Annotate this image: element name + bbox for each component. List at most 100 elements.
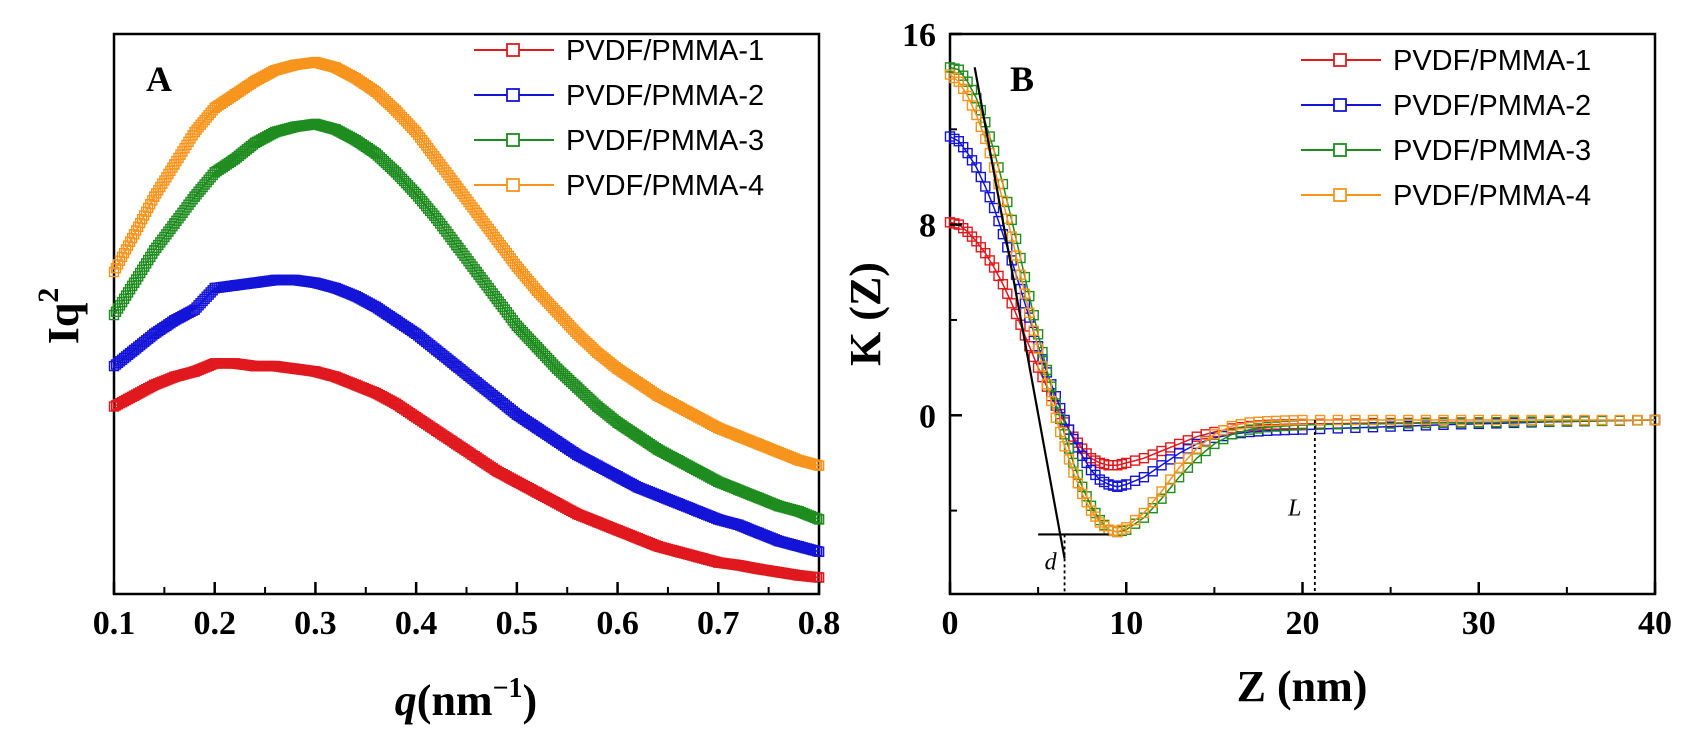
x-tick-label: 0.6	[596, 605, 639, 642]
data-point	[1010, 250, 1022, 261]
x-tick-label: 20	[1286, 605, 1320, 642]
data-point	[988, 202, 1000, 214]
data-point	[1561, 414, 1573, 426]
data-point	[1165, 474, 1176, 485]
data-point	[1297, 414, 1308, 426]
data-point	[1420, 414, 1432, 426]
data-point	[1455, 414, 1467, 426]
panel-a-y-axis-title: Iq2	[32, 288, 88, 345]
data-point	[1385, 414, 1396, 426]
x-tick-label: 0.8	[798, 605, 841, 642]
data-point	[1508, 414, 1520, 426]
data-point	[1028, 325, 1039, 336]
legend-item: PVDF/PMMA-3	[1301, 135, 1591, 167]
x-tick-label: 0.7	[697, 605, 740, 642]
data-point	[1473, 414, 1485, 426]
data-point	[813, 546, 825, 557]
series-1	[944, 217, 1661, 471]
panel-a-y-axis-main: Iq	[39, 302, 88, 344]
legend-label: PVDF/PMMA-3	[1393, 135, 1591, 167]
data-point	[1015, 269, 1026, 280]
data-point	[984, 191, 995, 203]
data-point	[1121, 522, 1132, 533]
data-point	[1006, 231, 1017, 242]
legend-marker	[1333, 143, 1347, 157]
series-line	[113, 362, 820, 579]
data-point	[1200, 436, 1211, 447]
data-point	[1350, 414, 1361, 426]
data-point	[1041, 379, 1053, 390]
panel-a-x-axis-close: )	[523, 676, 538, 725]
legend-label: PVDF/PMMA-1	[1393, 45, 1591, 77]
data-point	[1182, 453, 1194, 464]
panel-b-x-axis-title: Z (nm)	[1237, 662, 1368, 711]
series-2	[108, 274, 825, 557]
data-point	[1191, 443, 1203, 454]
panel-a-x-axis-q: q	[395, 676, 417, 725]
panel-a-x-ticks: 0.1 0.2 0.3 0.4 0.5 0.6 0.7 0.8	[93, 582, 841, 642]
annotation-label-L: L	[1287, 495, 1301, 521]
panel-b-legend: PVDF/PMMA-1 PVDF/PMMA-2 PVDF/PMMA-3 PVDF/PM…	[1301, 45, 1591, 212]
data-point	[1072, 478, 1084, 489]
panel-a-legend: PVDF/PMMA-1 PVDF/PMMA-2 PVDF/PMMA-3 PVDF/PM…	[474, 35, 764, 202]
legend-marker	[506, 133, 520, 147]
data-point	[1156, 486, 1167, 497]
legend-marker	[1333, 53, 1347, 67]
data-point	[813, 460, 825, 471]
legend-marker	[1333, 98, 1347, 112]
legend-marker	[506, 178, 520, 192]
x-tick-label: 40	[1638, 605, 1672, 642]
legend-item: PVDF/PMMA-1	[1301, 45, 1591, 77]
legend-item: PVDF/PMMA-2	[474, 80, 764, 112]
data-point	[1526, 414, 1537, 426]
legend-item: PVDF/PMMA-1	[474, 35, 764, 67]
data-point	[1063, 454, 1075, 465]
panel-a-letter: A	[146, 59, 172, 99]
y-tick-label: 8	[919, 208, 936, 245]
series-4	[944, 69, 1661, 538]
data-point	[1019, 288, 1031, 299]
x-tick-label: 10	[1109, 605, 1143, 642]
panel-a-x-axis-exponent: −1	[493, 673, 523, 704]
data-point	[1147, 466, 1158, 477]
series-4	[108, 56, 825, 471]
data-point	[811, 513, 823, 524]
legend-marker	[1333, 188, 1347, 202]
x-tick-label: 0	[942, 605, 959, 642]
data-point	[1438, 414, 1449, 426]
panel-a-x-axis-unit: (nm	[417, 676, 493, 725]
x-tick-label: 0.4	[395, 605, 438, 642]
data-point	[1403, 414, 1414, 426]
x-tick-label: 30	[1462, 605, 1496, 642]
data-point	[1649, 414, 1661, 426]
data-point	[813, 514, 825, 525]
data-point	[1032, 343, 1044, 354]
data-point	[971, 109, 982, 121]
y-tick-label: 16	[902, 17, 936, 54]
panel-a-frame	[112, 32, 821, 596]
panel-a: 0.1 0.2 0.3 0.4 0.5 0.6 0.7 0.8 A PVDF/PMMA-1PV…	[32, 32, 841, 725]
x-tick-label: 0.5	[496, 605, 539, 642]
y-tick-label: 0	[919, 398, 936, 435]
data-point	[1138, 507, 1150, 519]
data-point	[1068, 467, 1079, 478]
data-point	[1314, 414, 1326, 426]
panel-b-ticks: 0 10 20 30 40 0 8 16	[902, 17, 1672, 642]
data-point	[1054, 426, 1066, 438]
data-point	[1024, 307, 1035, 318]
panel-a-x-axis-title: q(nm−1)	[395, 673, 537, 725]
data-point	[1037, 361, 1048, 372]
data-point	[1491, 414, 1502, 426]
series-1	[108, 358, 825, 583]
panel-a-y-axis-exponent: 2	[32, 288, 65, 303]
data-point	[1632, 414, 1643, 426]
x-tick-label: 0.2	[193, 605, 236, 642]
legend-label: PVDF/PMMA-2	[566, 80, 764, 112]
series-3	[944, 62, 1661, 538]
data-point	[1579, 414, 1590, 426]
data-point	[1596, 414, 1608, 426]
x-tick-label: 0.1	[93, 605, 136, 642]
data-point	[1147, 497, 1158, 508]
